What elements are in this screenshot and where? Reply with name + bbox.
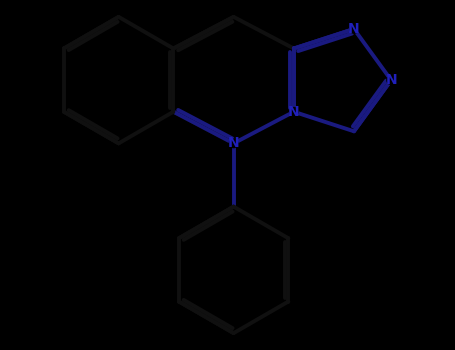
Circle shape	[229, 139, 238, 148]
Circle shape	[387, 76, 395, 84]
Text: N: N	[288, 105, 300, 119]
Circle shape	[289, 107, 298, 116]
Text: N: N	[228, 136, 239, 150]
Text: N: N	[348, 22, 360, 36]
Text: N: N	[385, 73, 397, 87]
Circle shape	[350, 25, 358, 33]
